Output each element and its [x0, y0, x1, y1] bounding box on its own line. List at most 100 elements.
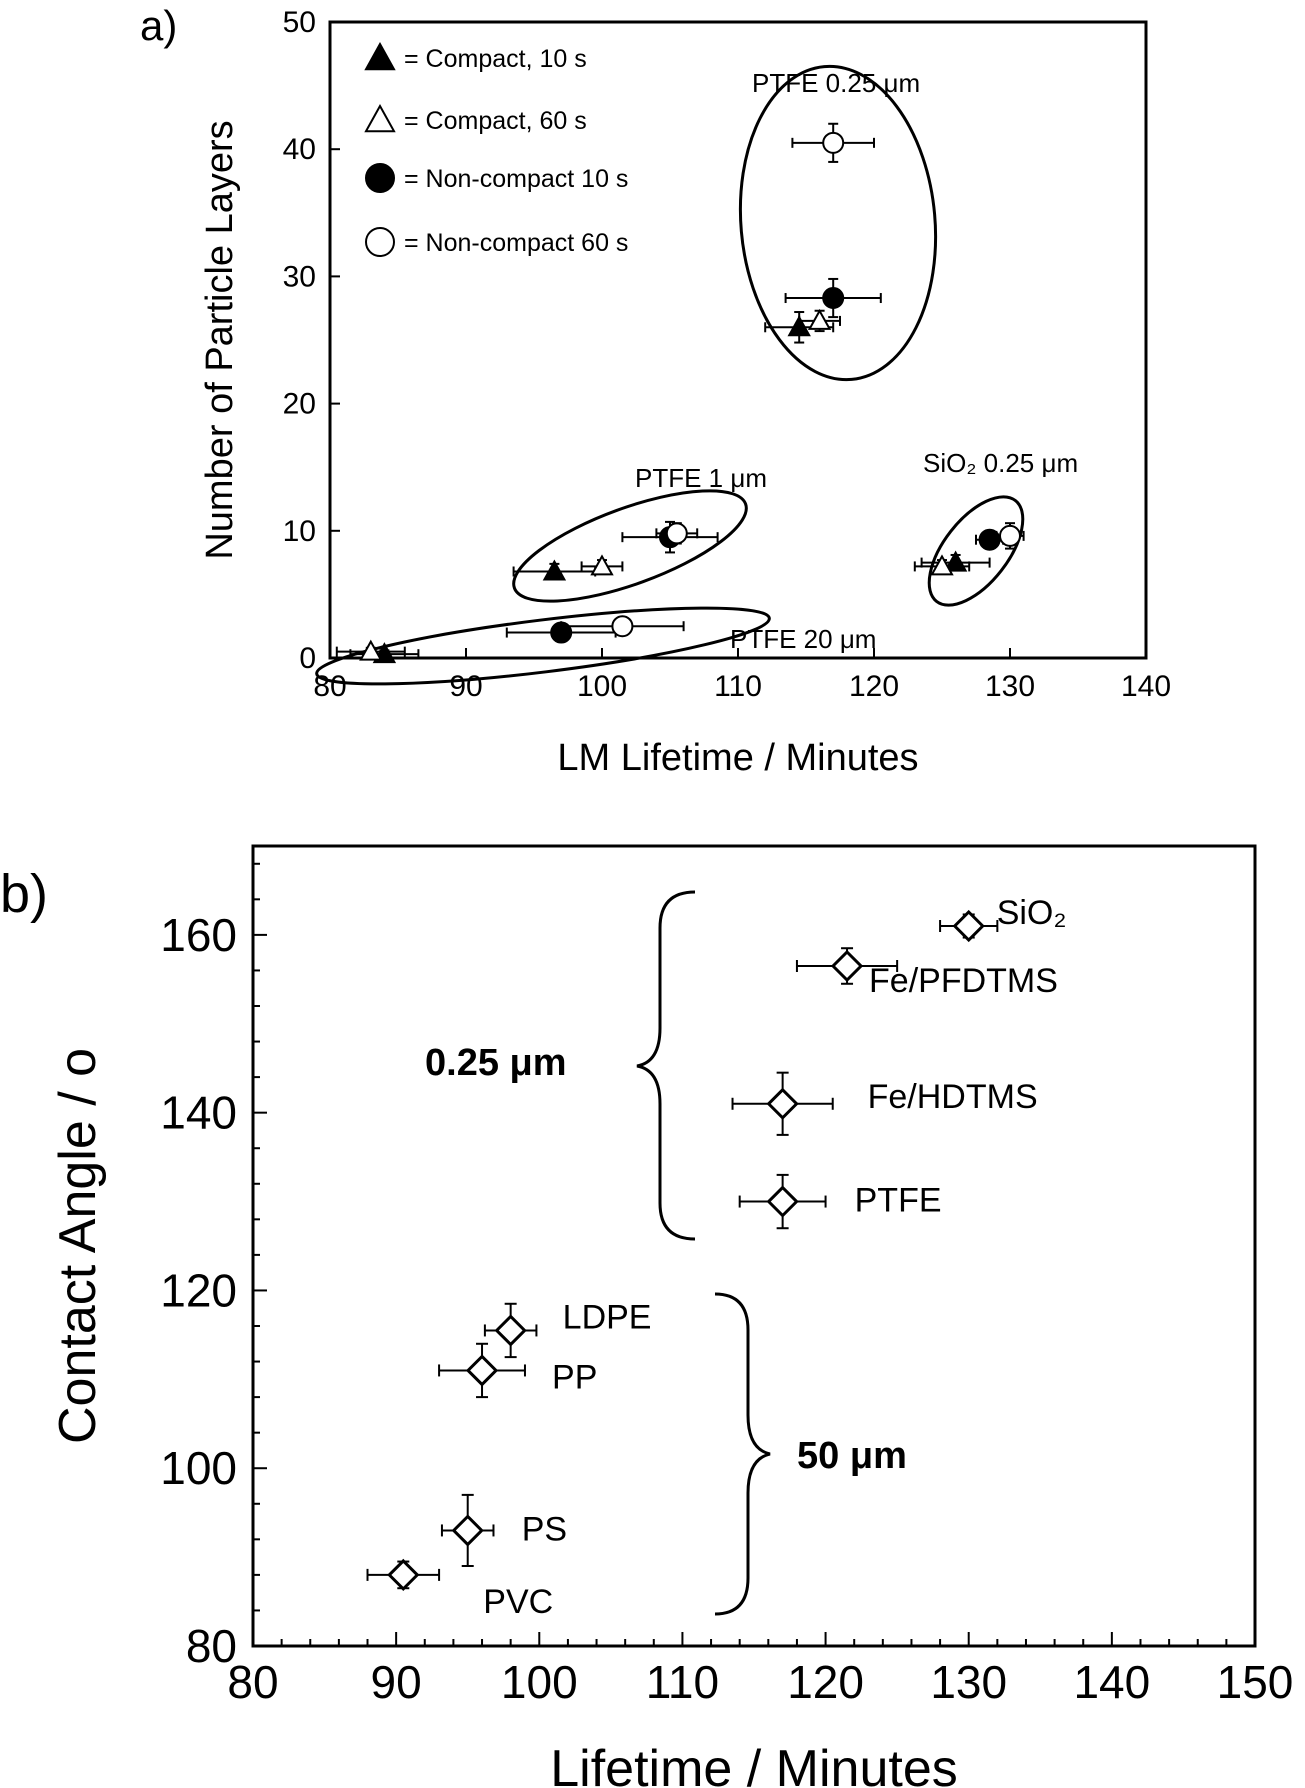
- data-point-a: [784, 277, 882, 319]
- group-label-50: 50 μm: [797, 1435, 907, 1477]
- marker-triangle-open: [930, 554, 954, 576]
- data-point-b: PS: [440, 1493, 567, 1567]
- axis-ticks-b: 80 90 100 110 120 130 140 150 80 100 120 140 160: [160, 862, 1294, 1708]
- y-tick-label-a: 40: [283, 133, 316, 166]
- x-tick-label-a: 110: [714, 670, 762, 703]
- brace-0.25: [636, 890, 696, 1241]
- ellipse-sio2-0.25: [927, 495, 1025, 607]
- y-tick-label-a: 30: [283, 260, 316, 293]
- annotation-ptfe-0.25: PTFE 0.25 μm: [752, 68, 920, 98]
- marker-triangle-filled: [787, 315, 811, 337]
- annotation-ptfe-1: PTFE 1 μm: [635, 463, 767, 493]
- legend-label: = Non-compact 60 s: [404, 229, 628, 257]
- data-point-a: [560, 615, 685, 638]
- legend-marker-triangle-filled: [364, 41, 396, 71]
- x-tick-label-a: 100: [577, 670, 627, 703]
- x-tick-label-a: 120: [849, 670, 899, 703]
- point-label: LDPE: [563, 1298, 652, 1336]
- y-axis-title-b: Contact Angle / o: [49, 1048, 107, 1444]
- point-label: PTFE: [855, 1182, 942, 1220]
- x-tick-label-a: 130: [985, 670, 1035, 703]
- y-tick-label-a: 10: [283, 515, 316, 548]
- legend-marker-circle-open: [365, 227, 395, 257]
- x-tick-label-a: 90: [449, 670, 482, 703]
- point-label: PS: [522, 1510, 567, 1548]
- marker-diamond: [766, 1185, 799, 1218]
- point-label: SiO₂: [997, 894, 1067, 932]
- marker-circle-open: [611, 615, 634, 638]
- marker-diamond: [451, 1514, 484, 1547]
- x-tick-label-b: 110: [646, 1656, 719, 1708]
- group-ellipses-a: [315, 64, 1025, 686]
- y-tick-label-b: 140: [160, 1087, 237, 1139]
- ellipse-ptfe-0.25: [738, 64, 938, 382]
- legend-label: = Compact, 10 s: [404, 45, 587, 73]
- data-point-a: [512, 559, 597, 581]
- x-tick-label-b: 90: [371, 1656, 422, 1708]
- data-point-a: [791, 122, 875, 163]
- legend-a: = Compact, 10 s = Compact, 60 s = Non-comp…: [364, 41, 628, 257]
- point-label: PVC: [483, 1583, 553, 1621]
- data-point-b: SiO₂: [939, 894, 1067, 943]
- y-tick-label-a: 50: [283, 6, 316, 39]
- legend-marker-circle-filled: [365, 163, 395, 193]
- data-points-a: [335, 122, 1025, 664]
- legend-marker-triangle-open: [364, 103, 396, 133]
- data-point-a: [995, 522, 1025, 550]
- data-points-b: SiO₂ Fe/PFDTMS Fe/HDTMS PTFE LDPE PP PS PVC: [366, 894, 1067, 1621]
- data-point-a: [335, 639, 406, 661]
- x-axis-title-a: LM Lifetime / Minutes: [557, 737, 918, 779]
- y-tick-label-a: 0: [299, 642, 316, 675]
- marker-triangle-open: [807, 308, 832, 330]
- marker-triangle-open: [590, 554, 614, 576]
- marker-circle-filled: [978, 528, 1001, 551]
- point-label: Fe/PFDTMS: [869, 962, 1058, 1000]
- x-tick-label-a: 140: [1121, 670, 1171, 703]
- y-tick-label-b: 160: [160, 909, 237, 961]
- point-label: PP: [552, 1358, 597, 1396]
- data-point-b: PVC: [366, 1558, 553, 1621]
- x-tick-label-b: 80: [227, 1656, 278, 1708]
- marker-circle-open: [665, 522, 688, 545]
- brace-50: [714, 1292, 771, 1616]
- group-label-0.25: 0.25 μm: [425, 1042, 567, 1084]
- panel-b-label: b): [0, 864, 48, 924]
- x-tick-label-b: 150: [1217, 1656, 1294, 1708]
- x-tick-label-b: 140: [1073, 1656, 1150, 1708]
- marker-diamond: [830, 949, 864, 983]
- y-tick-label-b: 120: [160, 1264, 237, 1316]
- data-point-b: Fe/HDTMS: [731, 1071, 1038, 1136]
- marker-diamond: [952, 909, 985, 943]
- data-point-a: [655, 522, 699, 545]
- y-tick-label-b: 80: [186, 1620, 237, 1672]
- marker-triangle-filled: [542, 559, 567, 581]
- data-point-b: PP: [438, 1342, 597, 1399]
- marker-diamond: [494, 1314, 527, 1347]
- marker-diamond: [387, 1558, 420, 1592]
- data-point-a: [798, 308, 841, 333]
- panel-a-label: a): [140, 2, 177, 49]
- data-point-b: Fe/PFDTMS: [795, 947, 1058, 1000]
- marker-diamond: [766, 1087, 799, 1120]
- legend-label: = Non-compact 10 s: [404, 165, 628, 193]
- point-label: Fe/HDTMS: [868, 1078, 1038, 1116]
- y-axis-title-a: Number of Particle Layers: [199, 120, 241, 559]
- marker-triangle-open: [359, 639, 383, 661]
- marker-circle-open: [999, 524, 1021, 547]
- annotation-ptfe-20: PTFE 20 μm: [730, 624, 876, 654]
- data-point-a: [580, 554, 624, 576]
- data-point-a: [975, 528, 1005, 551]
- chart-b: b) 80 90 100 110 120 130 140 15080100120140160 …: [0, 844, 1294, 1788]
- x-axis-title-b: Lifetime / Minutes: [550, 1740, 958, 1788]
- data-point-b: LDPE: [483, 1298, 652, 1359]
- y-tick-label-a: 20: [283, 388, 316, 421]
- marker-circle-open: [822, 131, 845, 154]
- marker-circle-filled: [822, 287, 845, 310]
- legend-label: = Compact, 60 s: [404, 107, 587, 135]
- data-point-b: PTFE: [738, 1173, 942, 1230]
- x-tick-label-b: 100: [501, 1656, 578, 1708]
- y-tick-label-b: 100: [160, 1442, 237, 1494]
- annotation-sio2-0.25: SiO₂ 0.25 μm: [923, 448, 1078, 478]
